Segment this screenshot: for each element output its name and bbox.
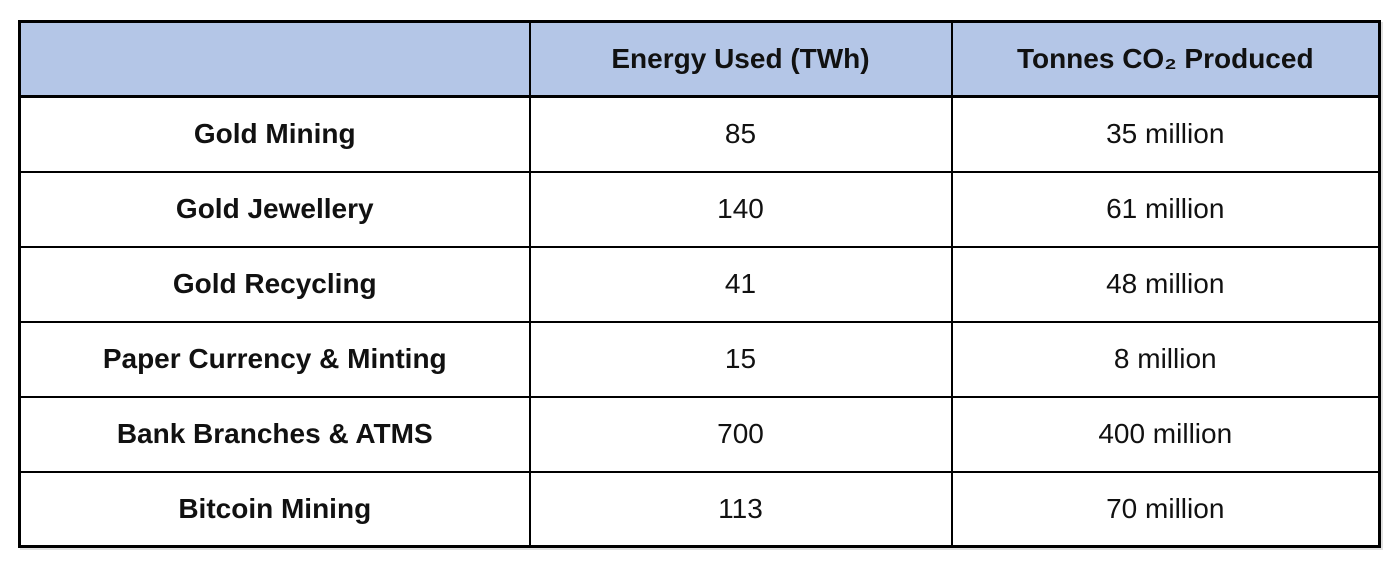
co2-cell: 70 million <box>950 470 1381 548</box>
co2-cell: 8 million <box>950 320 1381 398</box>
header-row: Energy Used (TWh) Tonnes CO₂ Produced <box>18 20 1381 98</box>
table-row: Gold Recycling 41 48 million <box>18 245 1381 323</box>
table-header: Energy Used (TWh) Tonnes CO₂ Produced <box>18 20 1381 98</box>
energy-cell: 700 <box>528 395 953 473</box>
header-cell-blank <box>18 20 531 98</box>
co2-cell: 48 million <box>950 245 1381 323</box>
table-body: Gold Mining 85 35 million Gold Jewellery… <box>18 95 1381 548</box>
header-cell-energy: Energy Used (TWh) <box>528 20 953 98</box>
energy-cell: 15 <box>528 320 953 398</box>
row-label-cell: Gold Mining <box>18 95 531 173</box>
row-label-cell: Bank Branches & ATMS <box>18 395 531 473</box>
co2-cell: 35 million <box>950 95 1381 173</box>
table-row: Paper Currency & Minting 15 8 million <box>18 320 1381 398</box>
table-row: Bank Branches & ATMS 700 400 million <box>18 395 1381 473</box>
row-label-cell: Bitcoin Mining <box>18 470 531 548</box>
header-cell-co2: Tonnes CO₂ Produced <box>950 20 1381 98</box>
energy-cell: 85 <box>528 95 953 173</box>
energy-cell: 41 <box>528 245 953 323</box>
table-row: Bitcoin Mining 113 70 million <box>18 470 1381 548</box>
energy-co2-table: Energy Used (TWh) Tonnes CO₂ Produced Go… <box>18 20 1381 548</box>
row-label-cell: Gold Jewellery <box>18 170 531 248</box>
table-row: Gold Jewellery 140 61 million <box>18 170 1381 248</box>
row-label-cell: Gold Recycling <box>18 245 531 323</box>
row-label-cell: Paper Currency & Minting <box>18 320 531 398</box>
co2-cell: 400 million <box>950 395 1381 473</box>
table-row: Gold Mining 85 35 million <box>18 95 1381 173</box>
co2-cell: 61 million <box>950 170 1381 248</box>
energy-cell: 140 <box>528 170 953 248</box>
energy-cell: 113 <box>528 470 953 548</box>
